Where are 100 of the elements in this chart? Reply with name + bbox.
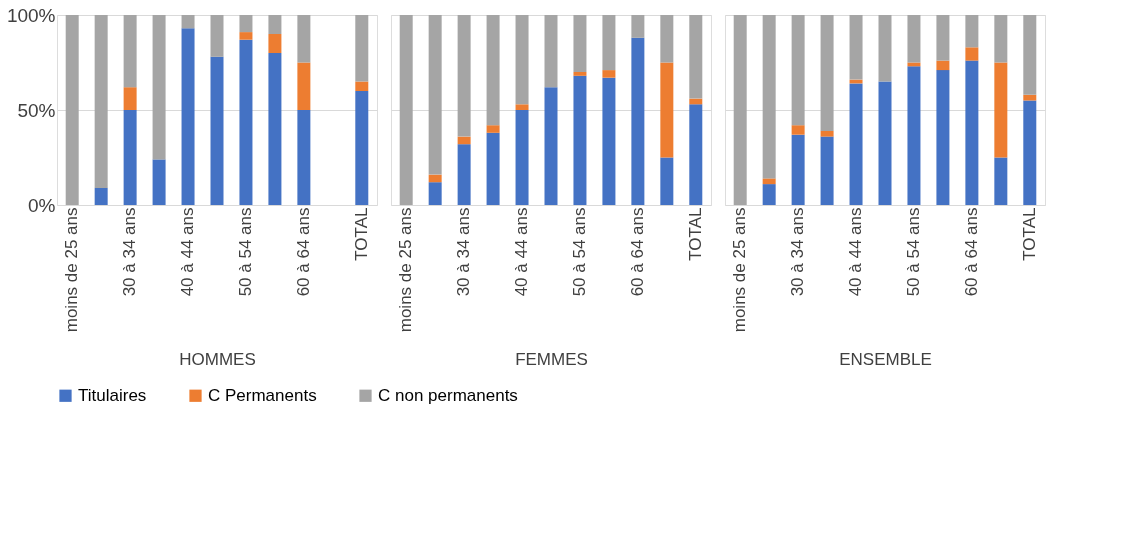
bar (660, 157, 674, 205)
bar (515, 15, 529, 105)
bar (602, 77, 616, 205)
bar (936, 60, 950, 71)
bar (791, 125, 805, 135)
bar (907, 66, 921, 205)
bar (94, 15, 108, 188)
bar (689, 104, 703, 205)
bar (907, 15, 921, 63)
bar (181, 15, 195, 29)
bar (428, 174, 442, 183)
x-tick-label: 50 à 54 ans (569, 207, 589, 297)
bar (486, 125, 500, 133)
bar (297, 15, 311, 63)
bar (994, 62, 1008, 158)
bar (965, 47, 979, 61)
bar (544, 87, 558, 205)
legend-label: Titulaires (78, 385, 147, 405)
bar (820, 15, 834, 131)
x-tick-label: 30 à 34 ans (120, 207, 140, 297)
bar (733, 15, 747, 205)
bar (1023, 15, 1037, 95)
bar (994, 157, 1008, 205)
bar (689, 15, 703, 99)
bar (820, 136, 834, 205)
bar (239, 39, 253, 205)
bar (428, 15, 442, 175)
bar (268, 15, 282, 34)
bar (355, 15, 369, 82)
x-tick-label: 60 à 64 ans (293, 207, 313, 297)
y-tick-label: 50% (17, 99, 56, 121)
bar (123, 110, 137, 205)
x-tick-label: moins de 25 ans (62, 207, 82, 333)
bar (573, 15, 587, 72)
bar (660, 62, 674, 158)
bar (660, 15, 674, 63)
bar (791, 134, 805, 205)
bar (239, 15, 253, 33)
bar (181, 28, 195, 205)
bar (849, 15, 863, 80)
x-axis-title: ENSEMBLE (839, 350, 932, 370)
bar (486, 15, 500, 126)
bar (210, 56, 224, 205)
bar (123, 15, 137, 88)
x-tick-label: TOTAL (1019, 207, 1039, 261)
bar (428, 182, 442, 205)
bar (573, 72, 587, 76)
bar (457, 144, 471, 205)
x-tick-label: 40 à 44 ans (512, 207, 532, 297)
bar (152, 15, 166, 160)
bar (297, 110, 311, 205)
bar (791, 15, 805, 126)
bar (123, 87, 137, 110)
y-tick-label: 100% (6, 4, 56, 26)
bar (602, 15, 616, 71)
bar (762, 178, 776, 185)
bar (936, 70, 950, 205)
bar (602, 70, 616, 78)
bar (152, 159, 166, 205)
bar (515, 110, 529, 205)
bar (762, 15, 776, 179)
bar (544, 15, 558, 88)
bar (849, 83, 863, 205)
bar (965, 60, 979, 205)
x-axis-title: FEMMES (515, 350, 588, 370)
y-tick-label: 0% (28, 194, 56, 216)
x-tick-label: 60 à 64 ans (961, 207, 981, 297)
bar (820, 130, 834, 137)
bar (994, 15, 1008, 63)
bar (1023, 100, 1037, 205)
x-tick-label: 30 à 34 ans (454, 207, 474, 297)
bar (355, 81, 369, 91)
legend-label: C Permanents (208, 385, 317, 405)
bar (297, 62, 311, 110)
bar (486, 132, 500, 205)
x-axis-title: HOMMES (179, 350, 256, 370)
bar (631, 37, 645, 205)
x-tick-label: moins de 25 ans (730, 207, 750, 333)
bar (762, 184, 776, 205)
bar (457, 136, 471, 145)
legend-label: C non permanents (378, 385, 518, 405)
bar (878, 81, 892, 205)
bar (631, 15, 645, 38)
bar (399, 15, 413, 205)
bar (65, 15, 79, 205)
bar (936, 15, 950, 61)
bar (94, 187, 108, 205)
x-tick-label: 50 à 54 ans (235, 207, 255, 297)
x-tick-label: TOTAL (351, 207, 371, 261)
bar (268, 53, 282, 205)
bar (515, 104, 529, 110)
bar (573, 75, 587, 205)
x-tick-label: 50 à 54 ans (903, 207, 923, 297)
bar (1023, 94, 1037, 101)
x-tick-label: 40 à 44 ans (178, 207, 198, 297)
x-tick-label: 40 à 44 ans (846, 207, 866, 297)
x-tick-label: 30 à 34 ans (788, 207, 808, 297)
bar (457, 15, 471, 137)
x-tick-label: TOTAL (685, 207, 705, 261)
x-tick-label: moins de 25 ans (396, 207, 416, 333)
